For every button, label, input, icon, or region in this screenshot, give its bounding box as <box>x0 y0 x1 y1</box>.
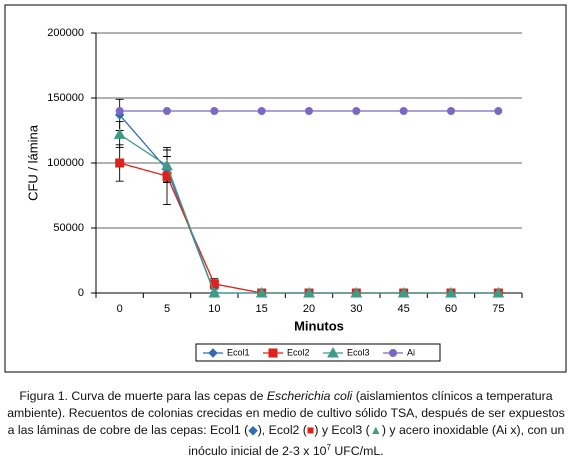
data-point <box>399 107 408 115</box>
data-point <box>303 286 315 298</box>
caption-text: ) y acero inoxidable (Ai x), con un inóc… <box>188 423 565 459</box>
y-tick-label: 0 <box>78 287 84 299</box>
data-point <box>210 107 219 115</box>
caption-exponent: 7 <box>326 443 331 452</box>
data-point <box>163 107 171 115</box>
caption: Figura 1. Curva de muerte para las cepas… <box>4 388 568 460</box>
data-point <box>352 107 361 115</box>
caption-symbol: ■ <box>306 423 315 437</box>
x-tick-label: 75 <box>492 303 504 315</box>
caption-symbol: ▲ <box>369 423 382 437</box>
legend-label: Ecol2 <box>287 347 310 357</box>
data-point <box>208 286 221 298</box>
data-point <box>161 159 173 171</box>
legend-marker <box>389 349 397 357</box>
legend-label: Ai <box>407 347 415 357</box>
data-point <box>350 286 363 298</box>
x-tick-label: 10 <box>208 303 220 315</box>
legend-marker <box>268 348 278 358</box>
x-tick-label: 15 <box>256 303 268 315</box>
caption-text: UFC/mL. <box>330 444 384 459</box>
caption-text: ), Ecol2 ( <box>257 423 307 437</box>
chart-frame <box>4 4 567 373</box>
data-point <box>492 286 505 298</box>
y-tick-label: 200000 <box>47 27 84 39</box>
series-line <box>119 114 499 294</box>
x-tick-label: 60 <box>445 303 457 315</box>
x-tick-label: 45 <box>398 303 410 315</box>
x-tick-label: 20 <box>303 303 315 315</box>
series-line <box>119 133 499 294</box>
x-axis-label: Minutos <box>294 318 344 333</box>
data-point <box>494 107 503 115</box>
caption-text: Figura 1. Curva de muerte para las cepas… <box>19 389 267 403</box>
data-point <box>447 107 455 115</box>
y-tick-label: 100000 <box>47 157 84 169</box>
data-point <box>445 286 457 298</box>
data-point <box>113 128 126 139</box>
chart: CFU / lámina Minutos 0 50000 100000 150000 2… <box>4 4 567 373</box>
data-point <box>255 286 268 298</box>
caption-symbol: ◆ <box>248 423 258 437</box>
data-point <box>305 107 313 115</box>
legend-label: Ecol1 <box>227 347 250 357</box>
caption-text: (aislamientos clínicos a temperatura amb… <box>7 389 565 437</box>
caption-text: ) y Ecol3 ( <box>314 423 370 437</box>
caption-species: Escherichia coli <box>266 389 353 403</box>
x-tick-label: 5 <box>164 303 170 315</box>
legend-marker <box>327 346 339 358</box>
data-point <box>397 286 410 298</box>
legend-label: Ecol3 <box>347 347 370 357</box>
data-point <box>257 107 266 115</box>
x-tick-label: 30 <box>350 303 362 315</box>
data-point <box>115 158 125 168</box>
legend-box <box>195 343 441 362</box>
y-tick-label: 150000 <box>47 92 84 104</box>
legend-marker <box>208 348 218 358</box>
y-axis-label: CFU / lámina <box>25 124 40 201</box>
y-tick-label: 50000 <box>53 222 84 234</box>
x-tick-label: 0 <box>117 303 123 315</box>
data-point <box>115 107 124 115</box>
